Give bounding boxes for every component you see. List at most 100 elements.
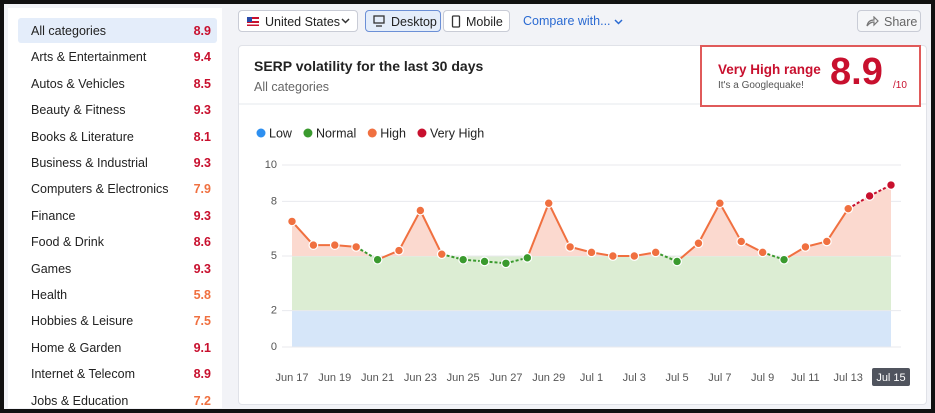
- point: [394, 245, 404, 256]
- mobile-label: Mobile: [466, 15, 503, 29]
- desktop-button[interactable]: Desktop: [365, 10, 441, 32]
- mobile-button[interactable]: Mobile: [443, 10, 510, 32]
- line-segment: [526, 202, 550, 259]
- score-box: Very High range It's a Googlequake! 8.9 …: [700, 45, 921, 107]
- low-band: [292, 310, 891, 347]
- score-value: 8.9: [830, 51, 883, 93]
- category-item[interactable]: Beauty & Fitness 9.3: [18, 97, 217, 122]
- point: [329, 240, 340, 250]
- current-date-bg: [872, 368, 910, 386]
- card-title: SERP volatility for the last 30 days: [254, 58, 484, 74]
- category-item[interactable]: Finance 9.3: [18, 203, 217, 228]
- line-segment: [398, 210, 422, 252]
- category-label: Arts & Entertainment: [31, 50, 147, 65]
- x-tick-label: Jul 7: [708, 372, 731, 384]
- category-item[interactable]: Books & Literature 8.1: [18, 124, 217, 149]
- x-tick-label: Jun 29: [532, 372, 565, 384]
- legend-label: Normal: [316, 126, 356, 140]
- legend-dot: [256, 128, 266, 138]
- line-segment: [655, 251, 678, 263]
- legend-label: Low: [269, 126, 293, 140]
- category-item[interactable]: Arts & Entertainment 9.4: [18, 44, 217, 69]
- legend-dot: [367, 128, 377, 138]
- y-tick-label: 5: [271, 250, 277, 262]
- category-item[interactable]: Autos & Vehicles 8.5: [18, 71, 217, 96]
- category-item[interactable]: Health 5.8: [18, 282, 217, 307]
- category-score: 8.9: [193, 24, 211, 38]
- category-label: Computers & Electronics: [31, 182, 169, 197]
- category-score: 8.1: [193, 129, 211, 144]
- point: [650, 247, 661, 258]
- category-item[interactable]: Games 9.3: [18, 256, 217, 281]
- category-label: Home & Garden: [31, 340, 122, 355]
- category-score: 9.3: [193, 156, 211, 170]
- point: [586, 247, 597, 258]
- share-button[interactable]: Share: [857, 10, 921, 32]
- category-score: 9.4: [193, 50, 211, 65]
- category-score: 9.3: [193, 261, 211, 276]
- x-tick-label: Jun 27: [489, 372, 522, 384]
- x-tick-label: Jul 9: [751, 372, 774, 384]
- category-score: 8.6: [193, 235, 211, 250]
- legend-dot: [303, 128, 313, 138]
- category-item[interactable]: Business & Industrial 9.3: [18, 150, 217, 175]
- compare-label: Compare with...: [523, 14, 611, 28]
- line-segment: [697, 202, 721, 244]
- point: [372, 254, 383, 265]
- chevron: [341, 18, 350, 24]
- point: [415, 205, 426, 216]
- category-score: 9.1: [193, 340, 211, 355]
- range-label: Very High range: [718, 62, 821, 77]
- point: [800, 241, 811, 252]
- country-label: United States: [265, 15, 341, 29]
- category-item[interactable]: Home & Garden 9.1: [18, 335, 217, 360]
- category-score: 9.3: [193, 208, 211, 223]
- point: [607, 251, 618, 261]
- point: [351, 241, 362, 252]
- category-score: 5.8: [193, 288, 211, 302]
- y-tick-label: 0: [271, 341, 277, 353]
- line-segment: [718, 202, 743, 242]
- category-item[interactable]: Computers & Electronics 7.9: [18, 176, 217, 201]
- point: [479, 256, 490, 267]
- category-label: Internet & Telecom: [31, 367, 135, 382]
- point: [864, 191, 875, 201]
- category-label: Games: [31, 261, 72, 276]
- category-item[interactable]: All categories 8.9: [18, 18, 217, 43]
- chevron: [614, 19, 623, 25]
- x-tick-label: Jun 25: [447, 372, 480, 384]
- category-item[interactable]: Jobs & Education 7.2: [18, 388, 217, 409]
- category-item[interactable]: Food & Drink 8.6: [18, 229, 217, 254]
- point: [757, 247, 768, 258]
- line-segment: [547, 202, 572, 248]
- category-item[interactable]: Hobbies & Leisure 7.5: [18, 308, 217, 333]
- normal-band: [292, 256, 891, 311]
- point: [629, 251, 640, 261]
- point: [714, 198, 725, 209]
- share-label: Share: [884, 15, 918, 29]
- country-select[interactable]: United States: [238, 10, 358, 32]
- compare-link[interactable]: Compare with...: [523, 14, 623, 28]
- point: [843, 203, 854, 214]
- point: [565, 241, 576, 252]
- range-note: It's a Googlequake!: [718, 80, 804, 91]
- x-tick-label: Jul 1: [580, 372, 603, 384]
- y-tick-label: 2: [271, 305, 277, 317]
- point: [693, 238, 704, 249]
- point: [779, 254, 789, 265]
- category-score: 7.2: [193, 393, 211, 408]
- category-label: Autos & Vehicles: [31, 76, 125, 91]
- category-item[interactable]: Internet & Telecom 8.9: [18, 361, 217, 386]
- x-tick-label: Jul 15: [876, 372, 905, 384]
- category-label: Beauty & Fitness: [31, 103, 126, 118]
- desktop-icon: [373, 15, 385, 27]
- x-tick-label: Jul 3: [623, 372, 646, 384]
- category-score: 8.5: [193, 76, 211, 91]
- line-segment: [419, 210, 443, 255]
- point: [436, 249, 447, 260]
- line-segment: [441, 253, 464, 261]
- volatility-card: Low Normal High Very High 0 2 5 8 10 Jun 17 Jun 19…: [238, 45, 927, 405]
- y-tick-label: 8: [271, 195, 277, 207]
- category-label: Food & Drink: [31, 235, 104, 250]
